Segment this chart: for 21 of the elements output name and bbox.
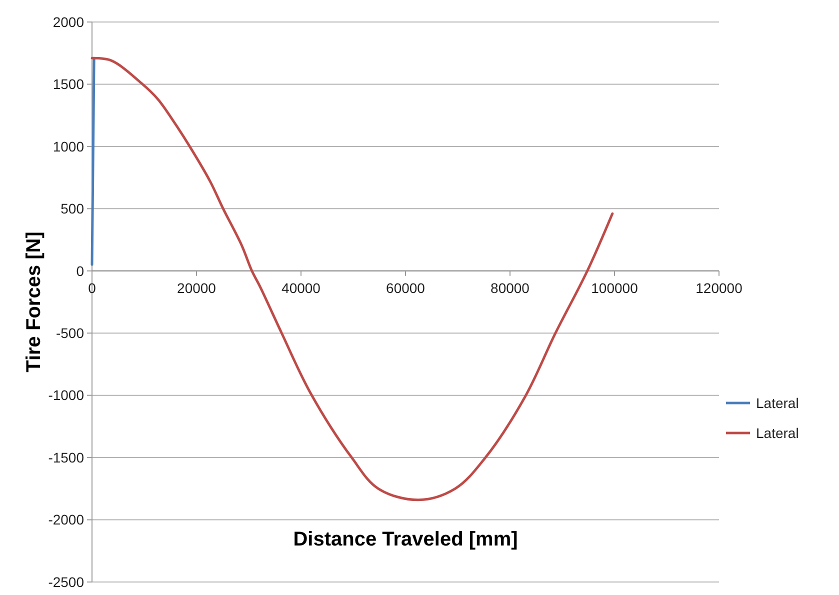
y-tick-label: -1500 — [48, 449, 84, 466]
x-tick-label: 0 — [88, 280, 96, 296]
x-tick-label: 120000 — [696, 280, 743, 296]
x-axis-title: Distance Traveled [mm] — [293, 528, 518, 550]
y-tick-label: -2500 — [48, 574, 84, 590]
x-tick-label: 100000 — [591, 280, 638, 296]
y-tick-label: 500 — [60, 200, 84, 217]
y-tick-label: 2000 — [52, 14, 84, 30]
y-tick-label: -500 — [56, 325, 84, 342]
y-tick-label: -2000 — [48, 512, 84, 528]
y-tick-label: 0 — [76, 262, 84, 279]
legend-label: Lateral — [756, 394, 799, 411]
y-tick-label: 1000 — [52, 138, 84, 154]
y-tick-label: 1500 — [52, 76, 84, 92]
x-tick-label: 60000 — [386, 280, 426, 296]
legend-label: Lateral — [756, 424, 799, 441]
x-tick-label: 40000 — [282, 280, 321, 296]
y-tick-label: -1000 — [48, 387, 84, 404]
y-axis-title: Tire Forces [N] — [23, 232, 45, 372]
x-tick-label: 20000 — [177, 280, 216, 296]
x-tick-label: 80000 — [490, 280, 530, 296]
